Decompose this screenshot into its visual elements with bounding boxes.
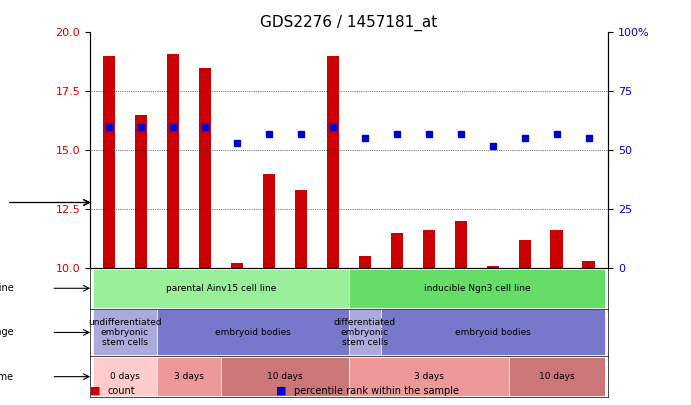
FancyBboxPatch shape — [381, 309, 605, 356]
Bar — [518, 240, 531, 268]
Bar — [551, 230, 563, 268]
Bar — [103, 56, 115, 268]
Y-axis label: cell line: cell line — [0, 283, 13, 293]
Text: differentiated
embryonic
stem cells: differentiated embryonic stem cells — [334, 318, 396, 347]
Text: percentile rank within the sample: percentile rank within the sample — [294, 386, 459, 396]
Bar — [422, 230, 435, 268]
Bar — [294, 190, 307, 268]
Text: embryoid bodies: embryoid bodies — [215, 328, 291, 337]
Bar — [486, 266, 500, 268]
Text: 3 days: 3 days — [174, 372, 204, 381]
FancyBboxPatch shape — [349, 269, 605, 308]
FancyBboxPatch shape — [349, 357, 509, 396]
Text: 3 days: 3 days — [414, 372, 444, 381]
Y-axis label: development stage: development stage — [0, 328, 13, 337]
FancyBboxPatch shape — [157, 309, 349, 356]
Text: count: count — [107, 386, 135, 396]
Text: 10 days: 10 days — [539, 372, 575, 381]
FancyBboxPatch shape — [93, 309, 157, 356]
Text: embryoid bodies: embryoid bodies — [455, 328, 531, 337]
Text: inducible Ngn3 cell line: inducible Ngn3 cell line — [424, 284, 530, 293]
FancyBboxPatch shape — [221, 357, 349, 396]
FancyBboxPatch shape — [93, 357, 157, 396]
Bar — [263, 174, 276, 268]
FancyBboxPatch shape — [93, 269, 349, 308]
Text: undifferentiated
embryonic
stem cells: undifferentiated embryonic stem cells — [88, 318, 162, 347]
Bar — [390, 233, 404, 268]
Text: 10 days: 10 days — [267, 372, 303, 381]
Bar — [167, 53, 180, 268]
FancyBboxPatch shape — [349, 309, 381, 356]
Text: ■: ■ — [90, 386, 100, 396]
Text: ■: ■ — [276, 386, 287, 396]
Y-axis label: time: time — [0, 372, 13, 382]
Title: GDS2276 / 1457181_at: GDS2276 / 1457181_at — [261, 15, 437, 31]
Text: 0 days: 0 days — [110, 372, 140, 381]
Bar — [231, 263, 243, 268]
FancyBboxPatch shape — [157, 357, 221, 396]
Bar — [583, 261, 595, 268]
Text: parental Ainv15 cell line: parental Ainv15 cell line — [166, 284, 276, 293]
Bar — [135, 115, 147, 268]
Bar — [455, 221, 467, 268]
Bar — [198, 68, 211, 268]
FancyBboxPatch shape — [509, 357, 605, 396]
Bar — [359, 256, 371, 268]
Bar — [327, 56, 339, 268]
